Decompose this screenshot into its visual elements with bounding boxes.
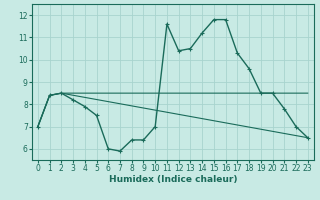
X-axis label: Humidex (Indice chaleur): Humidex (Indice chaleur)	[108, 175, 237, 184]
